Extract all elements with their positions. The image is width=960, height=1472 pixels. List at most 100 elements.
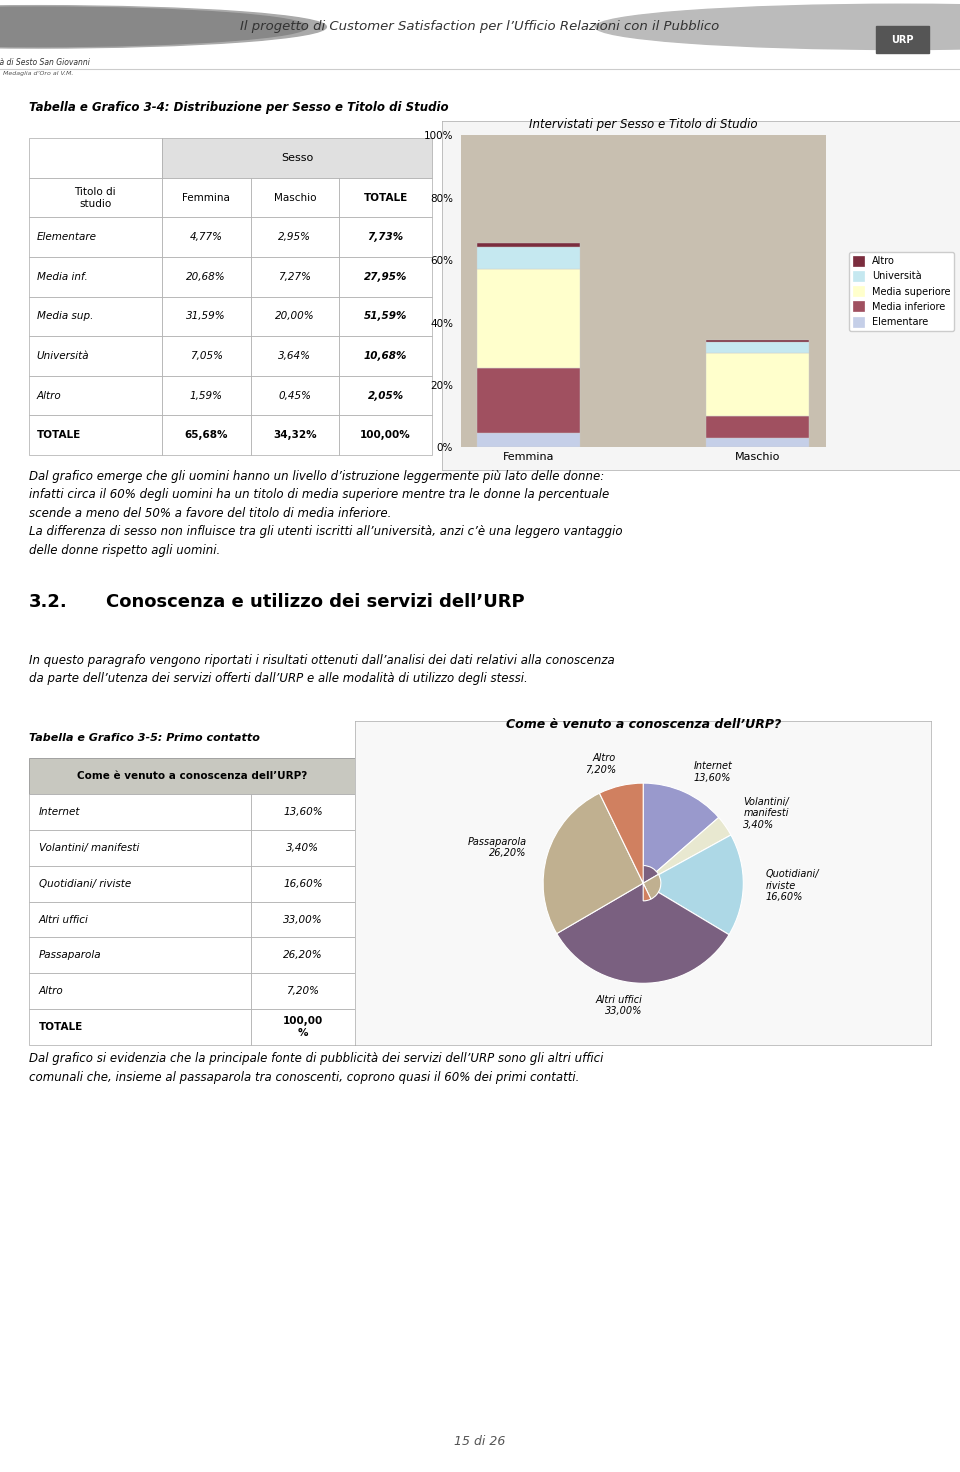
Bar [162, 218, 251, 258]
Text: 2,05%: 2,05% [368, 390, 404, 400]
Bar [162, 178, 251, 218]
Text: 1,59%: 1,59% [190, 390, 223, 400]
Text: 33,00%: 33,00% [283, 914, 323, 924]
Bar [707, 415, 809, 439]
Text: Sesso: Sesso [281, 153, 313, 163]
Text: Università: Università [36, 350, 89, 361]
Bar [29, 973, 251, 1010]
Bar [477, 247, 580, 269]
Text: 34,32%: 34,32% [273, 430, 317, 440]
Text: Dal grafico si evidenzia che la principale fonte di pubblicità dei servizi dell’: Dal grafico si evidenzia che la principa… [29, 1052, 603, 1083]
Wedge shape [630, 783, 719, 901]
Text: Conoscenza e utilizzo dei servizi dell’URP: Conoscenza e utilizzo dei servizi dell’U… [106, 593, 524, 611]
Bar [29, 415, 162, 455]
Circle shape [0, 6, 326, 49]
Text: Altro: Altro [38, 986, 63, 997]
Text: Passaparola: Passaparola [38, 951, 101, 960]
Bar [707, 342, 809, 353]
Bar [477, 269, 580, 368]
Text: 10,68%: 10,68% [364, 350, 407, 361]
Text: In questo paragrafo vengono riportati i risultati ottenuti dall’analisi dei dati: In questo paragrafo vengono riportati i … [29, 654, 614, 684]
Bar [477, 368, 580, 433]
Bar [707, 439, 809, 447]
Text: Altri uffici: Altri uffici [38, 914, 88, 924]
Bar [251, 218, 339, 258]
Bar [162, 138, 432, 178]
Bar [29, 336, 162, 375]
Text: Altri uffici
33,00%: Altri uffici 33,00% [595, 995, 642, 1016]
Bar [29, 1010, 251, 1045]
Text: Altro
7,20%: Altro 7,20% [585, 754, 615, 774]
Text: 15 di 26: 15 di 26 [454, 1435, 506, 1448]
Text: Città di Sesto San Giovanni: Città di Sesto San Giovanni [0, 57, 90, 66]
Text: TOTALE: TOTALE [364, 193, 408, 203]
Text: URP: URP [891, 34, 914, 44]
Text: 100,00
%: 100,00 % [283, 1016, 324, 1038]
Bar [162, 336, 251, 375]
Text: Internet: Internet [38, 807, 80, 817]
Bar [251, 375, 339, 415]
Text: Altro: Altro [36, 390, 61, 400]
Text: 2,95%: 2,95% [278, 233, 311, 243]
Text: 100,00%: 100,00% [360, 430, 411, 440]
Text: Maschio: Maschio [274, 193, 316, 203]
Bar [477, 433, 580, 447]
Text: 3,40%: 3,40% [286, 843, 320, 852]
Text: 51,59%: 51,59% [364, 312, 407, 321]
Bar [339, 415, 432, 455]
Text: 7,73%: 7,73% [368, 233, 404, 243]
Bar [251, 830, 355, 866]
Bar [707, 353, 809, 415]
Title: Intervistati per Sesso e Titolo di Studio: Intervistati per Sesso e Titolo di Studi… [529, 118, 757, 131]
Bar [339, 297, 432, 336]
Bar [251, 178, 339, 218]
Bar [162, 375, 251, 415]
Bar [29, 138, 162, 178]
Wedge shape [557, 866, 729, 983]
Text: 20,68%: 20,68% [186, 272, 226, 281]
Bar [339, 375, 432, 415]
Bar [251, 938, 355, 973]
Text: 13,60%: 13,60% [283, 807, 323, 817]
Bar [251, 793, 355, 830]
Wedge shape [543, 793, 660, 933]
Text: TOTALE: TOTALE [36, 430, 81, 440]
Wedge shape [599, 783, 651, 901]
Text: Quotidiani/
riviste
16,60%: Quotidiani/ riviste 16,60% [765, 868, 819, 902]
Bar [251, 297, 339, 336]
Text: Femmina: Femmina [182, 193, 230, 203]
Text: Quotidiani/ riviste: Quotidiani/ riviste [38, 879, 131, 889]
Text: Elementare: Elementare [36, 233, 97, 243]
Text: Titolo di
studio: Titolo di studio [75, 187, 116, 209]
Bar [251, 258, 339, 297]
Wedge shape [626, 835, 743, 935]
Bar [251, 973, 355, 1010]
Circle shape [0, 7, 307, 47]
Bar [339, 218, 432, 258]
Bar [29, 866, 251, 901]
Bar [29, 375, 162, 415]
Text: 7,27%: 7,27% [278, 272, 311, 281]
Text: 65,68%: 65,68% [184, 430, 228, 440]
Bar [251, 336, 339, 375]
Text: 16,60%: 16,60% [283, 879, 323, 889]
Text: TOTALE: TOTALE [38, 1022, 83, 1032]
Wedge shape [628, 817, 731, 895]
Text: 26,20%: 26,20% [283, 951, 323, 960]
Text: 20,00%: 20,00% [276, 312, 315, 321]
Text: 31,59%: 31,59% [186, 312, 226, 321]
Text: 3.2.: 3.2. [29, 593, 67, 611]
Bar [162, 258, 251, 297]
Bar [876, 26, 929, 53]
Text: Tabella e Grafico 3-5: Primo contatto: Tabella e Grafico 3-5: Primo contatto [29, 733, 259, 743]
Text: Internet
13,60%: Internet 13,60% [694, 761, 732, 783]
Text: Dal grafico emerge che gli uomini hanno un livello d’istruzione leggermente più : Dal grafico emerge che gli uomini hanno … [29, 470, 622, 556]
Bar [477, 243, 580, 247]
Text: 27,95%: 27,95% [364, 272, 407, 281]
Bar [29, 297, 162, 336]
Bar [251, 866, 355, 901]
Bar [29, 218, 162, 258]
Text: Media inf.: Media inf. [36, 272, 87, 281]
Legend: Altro, Università, Media superiore, Media inferiore, Elementare: Altro, Università, Media superiore, Medi… [849, 252, 954, 331]
Title: Come è venuto a conoscenza dell’URP?: Come è venuto a conoscenza dell’URP? [506, 718, 780, 730]
